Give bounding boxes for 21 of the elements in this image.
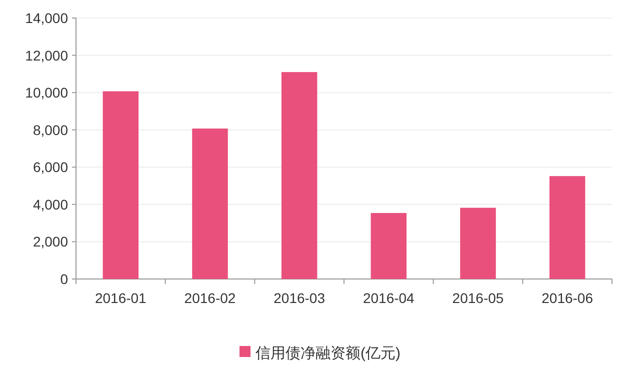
x-tick-label: 2016-04: [362, 290, 415, 306]
y-tick-label: 14,000: [25, 10, 68, 26]
x-tick-label: 2016-02: [184, 290, 236, 306]
bar: [192, 128, 228, 279]
x-tick-label: 2016-06: [542, 290, 594, 306]
bar: [549, 176, 586, 279]
bar: [102, 91, 139, 279]
y-tick-label: 10,000: [25, 84, 68, 101]
x-tick-label: 2016-01: [94, 290, 147, 306]
x-tick-label: 2016-05: [452, 290, 504, 306]
bar: [460, 208, 496, 279]
y-tick-label: 12,000: [25, 47, 68, 64]
bar: [281, 72, 318, 279]
y-tick-label: 4,000: [32, 196, 68, 212]
bar: [370, 213, 407, 279]
y-tick-label: 2,000: [32, 234, 68, 250]
y-tick-label: 6,000: [32, 159, 68, 176]
y-tick-label: 0: [60, 271, 68, 287]
y-tick-label: 8,000: [32, 122, 68, 138]
x-tick-label: 2016-03: [274, 290, 326, 306]
legend-label: 信用债净融资额(亿元): [256, 345, 400, 362]
